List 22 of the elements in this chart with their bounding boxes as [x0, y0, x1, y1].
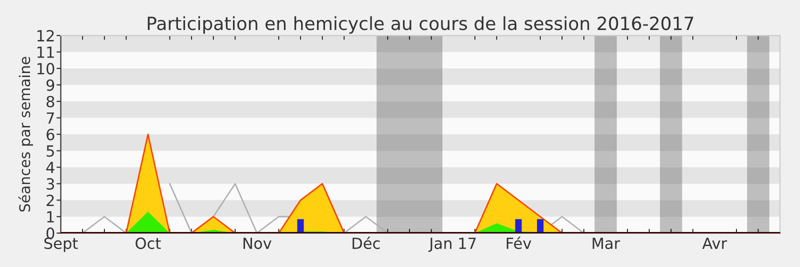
chart-title: Participation en hemicycle au cours de la session 2016-2017 — [148, 16, 694, 34]
y-tick-label: 6 — [46, 128, 54, 140]
x-tick-label: Nov — [244, 238, 272, 250]
y-axis-title: Séances par semaine — [18, 56, 34, 212]
x-tick-label: Jan 17 — [428, 238, 476, 252]
y-tick-label: 7 — [46, 112, 54, 124]
y-tick-label: 3 — [46, 178, 54, 190]
x-tick-label: Sept — [44, 238, 78, 252]
y-tick-label: 1 — [47, 211, 54, 222]
x-tick-label: Fév — [506, 236, 532, 250]
y-tick-label: 4 — [46, 162, 54, 174]
x-tick-label: Déc — [352, 236, 380, 250]
y-tick-label: 5 — [46, 145, 54, 157]
y-tick-label: 11 — [37, 46, 54, 58]
y-tick-label: 8 — [46, 96, 54, 108]
y-tick-label: 2 — [46, 194, 54, 206]
x-tick-label: Avr — [702, 238, 728, 249]
y-tick-label: 10 — [37, 62, 54, 74]
y-tick-label: 9 — [46, 79, 54, 91]
x-tick-label: Mar — [592, 238, 620, 250]
x-tick-label: Oct — [136, 238, 161, 250]
y-tick-label: 12 — [37, 30, 54, 42]
